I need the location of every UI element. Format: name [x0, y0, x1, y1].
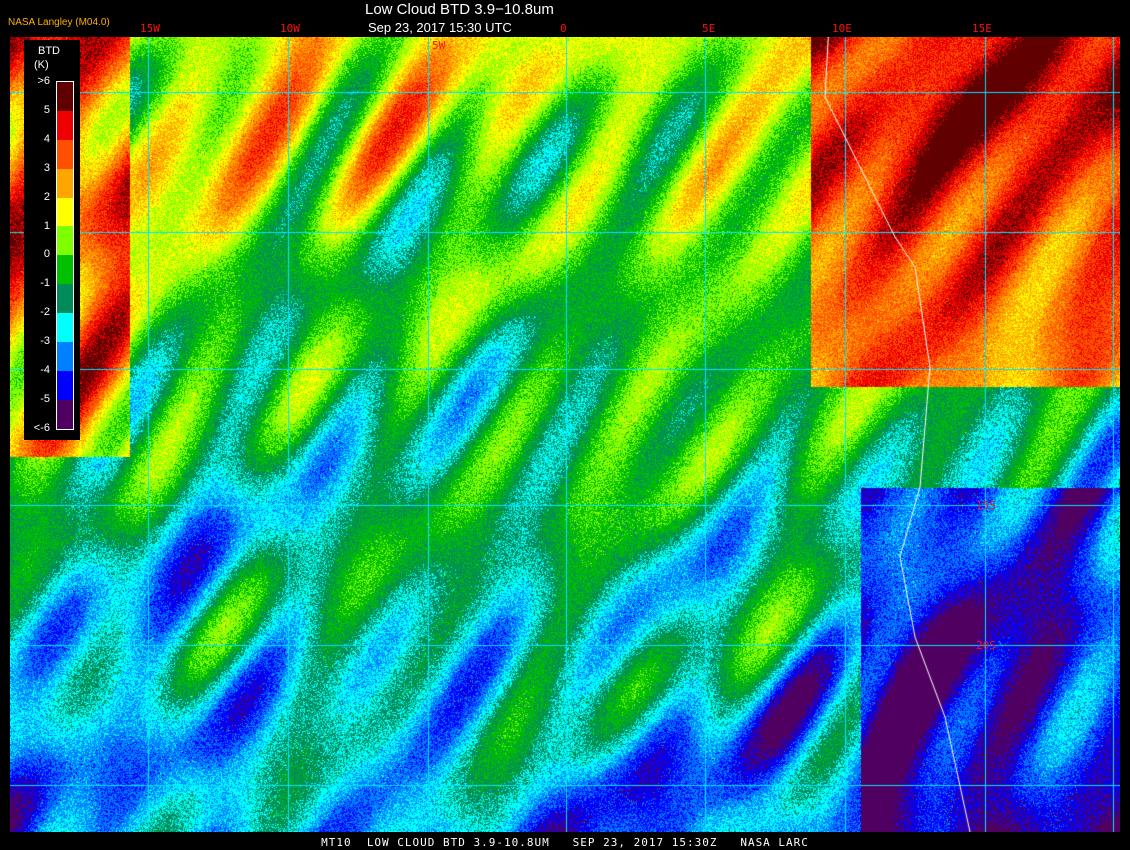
lon-label: 5W [432, 39, 446, 52]
legend-tick: -5 [40, 392, 50, 405]
legend-tick: -1 [40, 277, 50, 290]
lat-label: 15S [976, 499, 996, 512]
legend-color-bar [56, 81, 74, 430]
legend-swatch [57, 313, 73, 343]
legend-tick: 1 [43, 219, 50, 232]
legend-tick: -2 [40, 306, 50, 319]
legend-swatch [57, 284, 73, 314]
legend-swatch [57, 399, 73, 429]
legend-tick: 3 [43, 161, 50, 174]
legend-swatch [57, 197, 73, 227]
legend-unit: (K) [34, 59, 49, 71]
lon-label: 10E [832, 22, 852, 35]
legend-tick: 0 [43, 248, 50, 261]
legend-swatch [57, 168, 73, 198]
lon-label: 15E [972, 22, 992, 35]
legend-swatch [57, 139, 73, 169]
image-datetime: Sep 23, 2017 15:30 UTC [368, 20, 512, 35]
legend-tick: 5 [43, 103, 50, 116]
lat-label: 20S [976, 639, 996, 652]
legend-swatch [57, 342, 73, 371]
legend-tick: >6 [37, 75, 50, 87]
legend-swatch [57, 255, 73, 285]
btd-satellite-image [10, 37, 1120, 832]
legend-tick: 4 [43, 132, 50, 145]
credit-label: NASA Langley (M04.0) [8, 17, 110, 28]
lon-label: 5E [702, 22, 716, 35]
legend-swatch [57, 226, 73, 256]
legend-swatch [57, 110, 73, 140]
legend-swatch [57, 82, 73, 111]
color-legend: BTD (K) >6 5 4 3 2 1 0 -1 -2 -3 -4 -5 <-6 [24, 40, 80, 440]
legend-tick: -3 [40, 335, 50, 348]
legend-tick: 2 [43, 190, 50, 203]
lon-label: 10W [280, 22, 300, 35]
lon-label: 0 [560, 22, 567, 35]
legend-tick: <-6 [33, 421, 50, 434]
footer-caption: MT10 LOW CLOUD BTD 3.9-10.8UM SEP 23, 20… [0, 836, 1130, 850]
lon-label: 15W [140, 22, 160, 35]
legend-title: BTD [38, 45, 60, 57]
legend-tick: -4 [40, 364, 50, 376]
legend-swatch [57, 370, 73, 400]
image-title: Low Cloud BTD 3.9−10.8um [365, 1, 554, 18]
